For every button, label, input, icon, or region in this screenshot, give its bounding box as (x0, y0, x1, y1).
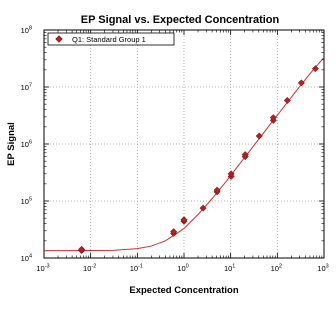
fit-curve-line (44, 57, 325, 252)
x-tick-label: 100 (177, 264, 188, 274)
x-axis-ticks: 10-3 10-2 10-1 100 101 102 103 (36, 30, 329, 274)
data-point-diamond (170, 228, 178, 236)
legend-marker-diamond-icon (55, 35, 63, 43)
data-point-diamond (255, 132, 263, 140)
data-point-diamond (241, 151, 249, 159)
y-tick-label: 107 (21, 83, 32, 93)
legend-box (47, 32, 175, 46)
x-axis-label: Expected Concentration (129, 285, 238, 296)
data-point-diamond (180, 216, 188, 224)
data-point-diamond (283, 96, 291, 105)
y-tick-label: 108 (21, 26, 32, 36)
x-tick-label: 101 (224, 264, 235, 274)
data-points-layer (78, 65, 319, 255)
x-tick-label: 103 (317, 264, 328, 274)
y-axis-label: EP Signal (6, 122, 17, 166)
data-point-diamond (213, 186, 221, 194)
y-tick-label: 105 (21, 197, 32, 207)
y-axis-ticks: 104 105 106 107 108 (21, 26, 324, 264)
data-point-diamond (311, 65, 319, 73)
chart-title: EP Signal vs. Expected Concentration (81, 14, 280, 26)
fit-curve-layer (44, 57, 325, 252)
x-tick-label: 10-2 (83, 264, 96, 274)
y-tick-label: 104 (21, 254, 32, 264)
data-point-diamond (78, 245, 86, 253)
legend: Q1: Standard Group 1 (47, 32, 175, 46)
x-tick-label: 10-3 (36, 264, 49, 274)
data-point-diamond (269, 114, 277, 122)
data-point-diamond (199, 204, 207, 212)
data-point-diamond (227, 170, 235, 178)
y-tick-label: 106 (21, 140, 32, 150)
x-tick-label: 10-1 (130, 264, 143, 274)
data-point-diamond (297, 79, 305, 87)
x-tick-label: 102 (271, 264, 282, 274)
legend-label: Q1: Standard Group 1 (72, 35, 146, 44)
